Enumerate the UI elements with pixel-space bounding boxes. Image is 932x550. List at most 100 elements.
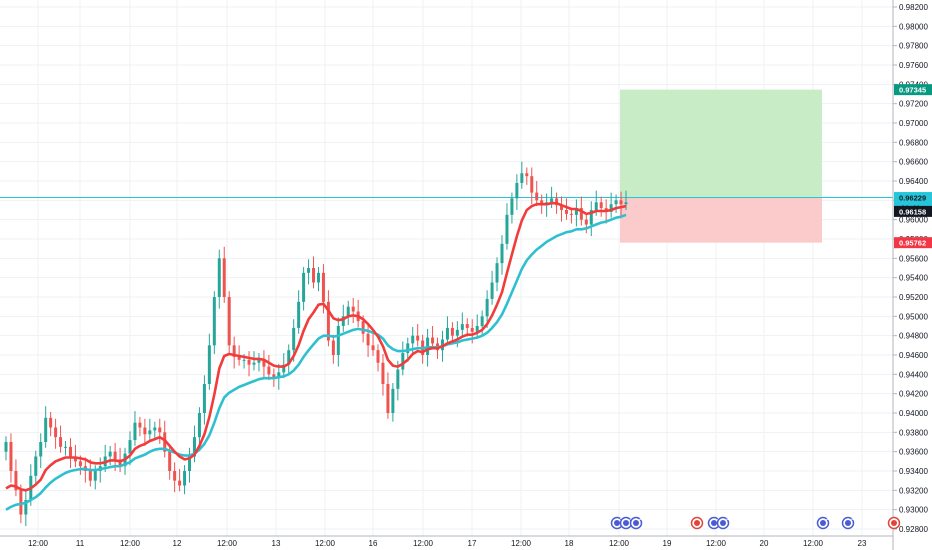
candle[interactable] (520, 161, 524, 189)
candle[interactable] (391, 383, 395, 422)
candle[interactable] (128, 431, 132, 466)
candle[interactable] (460, 312, 464, 336)
candle[interactable] (143, 418, 147, 446)
candle[interactable] (9, 433, 13, 483)
candle[interactable] (302, 267, 306, 311)
candle-body (564, 210, 568, 214)
candle[interactable] (609, 192, 613, 218)
candle[interactable] (381, 354, 385, 396)
candle[interactable] (287, 344, 291, 374)
candle[interactable] (267, 355, 271, 381)
candle[interactable] (307, 259, 311, 285)
candle[interactable] (4, 436, 8, 461)
candle[interactable] (232, 336, 236, 369)
candle[interactable] (351, 297, 355, 324)
candle[interactable] (257, 353, 261, 372)
candle[interactable] (173, 462, 177, 493)
candle[interactable] (525, 167, 529, 185)
candle[interactable] (247, 351, 251, 377)
event-markers[interactable]: 41222323 (610, 515, 901, 530)
candle[interactable] (108, 445, 112, 466)
time-axis[interactable]: 12:00 11 12:00 12 12:00 13 12:00 16 12:00 17 12:00… (0, 535, 893, 548)
candle-body (143, 427, 147, 435)
candle[interactable] (401, 341, 405, 376)
candle[interactable] (44, 406, 48, 448)
target-zone[interactable] (620, 89, 822, 198)
price-axis[interactable]: 0.982000.980000.978000.976000.974000.972… (892, 0, 928, 550)
candle[interactable] (212, 291, 216, 355)
candle[interactable] (197, 407, 201, 446)
candle[interactable] (569, 208, 573, 224)
candle[interactable] (133, 411, 137, 446)
candle[interactable] (88, 459, 92, 487)
candle[interactable] (54, 418, 58, 449)
candle[interactable] (158, 418, 162, 444)
candle[interactable] (222, 246, 226, 303)
candle[interactable] (500, 235, 504, 275)
candle[interactable] (376, 344, 380, 372)
candle[interactable] (153, 421, 157, 440)
candle[interactable] (188, 447, 192, 483)
candle[interactable] (619, 191, 623, 216)
candle[interactable] (530, 167, 534, 205)
candle[interactable] (202, 375, 206, 425)
candle[interactable] (386, 372, 390, 419)
candle[interactable] (515, 174, 519, 210)
candle[interactable] (445, 316, 449, 346)
candle[interactable] (574, 199, 578, 227)
candle[interactable] (564, 198, 568, 220)
candle[interactable] (560, 196, 564, 222)
candle[interactable] (148, 418, 152, 441)
candle[interactable] (331, 334, 335, 364)
candle[interactable] (49, 412, 53, 437)
candle[interactable] (510, 192, 514, 224)
candle[interactable] (495, 257, 499, 292)
candle[interactable] (138, 416, 142, 437)
candle[interactable] (326, 290, 330, 347)
candle[interactable] (252, 351, 256, 371)
event-flag-icon[interactable] (690, 516, 704, 530)
candle[interactable] (584, 213, 588, 234)
candle[interactable] (535, 181, 539, 207)
candle[interactable] (614, 194, 618, 213)
candle[interactable] (118, 447, 122, 472)
event-flag-icon[interactable]: 3 (841, 515, 856, 530)
candle[interactable] (178, 469, 182, 492)
candle[interactable] (371, 333, 375, 356)
candle[interactable] (59, 425, 63, 453)
candle[interactable] (207, 333, 211, 390)
candle[interactable] (39, 433, 43, 469)
candle[interactable] (411, 326, 415, 355)
candle[interactable] (64, 441, 68, 456)
target-price-badge-bg (894, 84, 932, 96)
candle[interactable] (227, 291, 231, 355)
event-flag-icon[interactable]: 2 (816, 515, 831, 530)
candle[interactable] (68, 438, 72, 469)
target-price-badge-text: 0.97345 (899, 86, 926, 95)
candle[interactable] (490, 270, 494, 305)
candle[interactable] (316, 267, 320, 292)
candle[interactable] (312, 256, 316, 289)
candle[interactable] (217, 249, 221, 309)
candle[interactable] (297, 290, 301, 334)
candle[interactable] (262, 350, 266, 379)
event-flag-icon[interactable]: 3 (716, 515, 731, 530)
candle[interactable] (73, 444, 77, 468)
stop-zone[interactable] (620, 197, 822, 243)
event-flag-icon[interactable] (887, 516, 901, 530)
candle[interactable] (336, 317, 340, 367)
candle[interactable] (183, 465, 187, 495)
candle[interactable] (431, 326, 435, 350)
candle[interactable] (14, 459, 18, 497)
candle[interactable] (24, 491, 28, 527)
candle[interactable] (505, 203, 509, 250)
candle[interactable] (589, 201, 593, 237)
candle[interactable] (599, 196, 603, 217)
candle[interactable] (356, 299, 360, 327)
event-count: 2 (826, 515, 830, 522)
candle[interactable] (346, 300, 350, 326)
event-flag-icon[interactable]: 2 (629, 515, 644, 530)
candle[interactable] (416, 324, 420, 347)
candle[interactable] (34, 450, 38, 485)
